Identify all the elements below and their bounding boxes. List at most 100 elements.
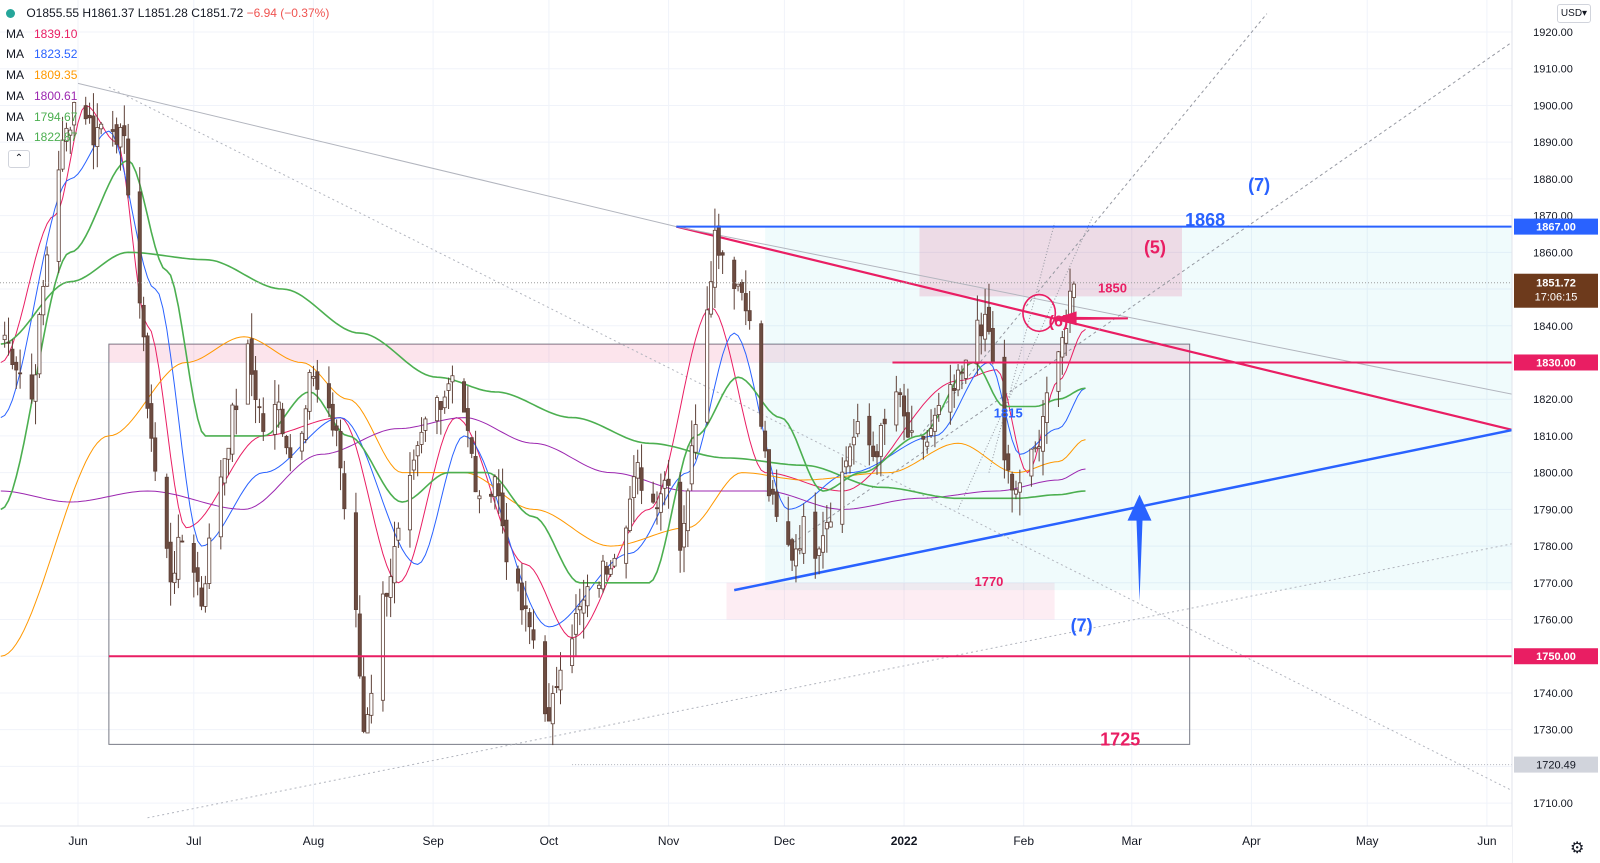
candle-body: [423, 418, 428, 431]
candle-body: [685, 490, 690, 532]
candle-body: [164, 476, 169, 549]
annotations: 1868 (7) (5) 1850 (6) 1815 1770 (7) 1725: [974, 175, 1270, 749]
ma-legend-row[interactable]: MA 1794.67: [6, 110, 78, 124]
candle-body: [921, 435, 926, 440]
low-marker-tag: [1514, 756, 1598, 773]
candle-body: [1033, 447, 1038, 450]
trendline[interactable]: [787, 24, 1538, 547]
month-tick-label: Apr: [1242, 834, 1261, 848]
ma-line: [0, 336, 1086, 657]
candle-body: [1029, 448, 1034, 477]
candle-body: [820, 535, 825, 553]
price-tick-label: 1880.00: [1533, 174, 1573, 186]
candle-body: [882, 418, 887, 425]
price-axis[interactable]: 1710.001720.001730.001740.001750.001760.…: [1511, 0, 1600, 863]
candle-body: [222, 458, 227, 484]
candle-body: [64, 127, 69, 142]
candle-body: [936, 405, 941, 416]
level-price-text: 1867.00: [1536, 222, 1576, 234]
month-tick-label: Nov: [658, 834, 679, 848]
candle-body: [1010, 473, 1015, 491]
zones: [108, 226, 1538, 745]
price-tick-label: 1770.00: [1533, 578, 1573, 590]
candle-body: [72, 102, 77, 126]
candle-body: [137, 191, 142, 304]
candle-body: [581, 599, 586, 614]
candle-body: [191, 543, 196, 573]
annotation-label: 1815: [994, 405, 1023, 420]
month-tick-label: May: [1356, 834, 1379, 848]
chevron-up-icon: ⌃: [14, 153, 24, 164]
price-tick-label: 1910.00: [1533, 64, 1573, 76]
candle-body: [558, 669, 563, 691]
candle-body: [801, 516, 806, 554]
candle-body: [369, 692, 374, 716]
ma-legend-row[interactable]: MA 1839.10: [6, 27, 78, 41]
candle-body: [91, 115, 96, 146]
candle-body: [245, 343, 250, 405]
candle-body: [639, 467, 644, 491]
candle-body: [716, 225, 721, 256]
price-tick-label: 1860.00: [1533, 247, 1573, 259]
candle-body: [693, 424, 698, 453]
collapse-legend-button[interactable]: ⌃: [8, 150, 30, 168]
candle-body: [199, 587, 204, 607]
price-tick-label: 1740.00: [1533, 688, 1573, 700]
candle-body: [226, 447, 231, 460]
ma-line: [0, 130, 1086, 628]
ma-legend-row[interactable]: MA 1800.61: [6, 89, 78, 103]
candle-body: [176, 536, 181, 580]
candle-body: [272, 404, 277, 435]
trendlines[interactable]: [77, 13, 1538, 819]
candle-body: [45, 254, 50, 287]
trendline[interactable]: [988, 222, 1056, 473]
candle-body: [531, 629, 536, 641]
candle-body: [14, 361, 19, 371]
candle-body: [678, 481, 683, 551]
price-tick-label: 1900.00: [1533, 100, 1573, 112]
level-price-tag: [1514, 354, 1598, 371]
candle-body: [797, 548, 802, 551]
candle-body: [380, 593, 385, 701]
price-tick-label: 1800.00: [1533, 468, 1573, 480]
trendline[interactable]: [147, 538, 1538, 819]
price-tick-label: 1840.00: [1533, 321, 1573, 333]
candle-body: [384, 592, 389, 597]
ma-legend-row[interactable]: MA 1822.87: [6, 130, 78, 144]
current-price-text: 1851.72: [1536, 278, 1576, 290]
ma-legend-row[interactable]: MA 1823.52: [6, 47, 78, 61]
low-marker-text: 1720.49: [1536, 760, 1576, 772]
candle-body: [110, 129, 115, 132]
horizontal-levels[interactable]: [0, 225, 1512, 766]
candle-body: [249, 338, 254, 375]
candle-body: [496, 483, 501, 497]
candle-body: [357, 613, 362, 677]
trendline[interactable]: [77, 82, 677, 228]
gear-icon[interactable]: ⚙: [1570, 840, 1585, 857]
candle-body: [168, 541, 173, 583]
candle-body: [828, 521, 833, 528]
ma-legend-row[interactable]: MA 1809.35: [6, 68, 78, 82]
candle-body: [442, 396, 447, 409]
level-price-text: 1830.00: [1536, 357, 1576, 369]
currency-selector[interactable]: USD▾: [1557, 4, 1591, 23]
candle-body: [461, 381, 466, 413]
candle-body: [635, 462, 640, 479]
trendline[interactable]: [108, 86, 1538, 804]
candles: [2, 93, 1076, 746]
candle-body: [153, 437, 158, 472]
trendline[interactable]: [676, 225, 1538, 437]
annotation-label: 1770: [974, 574, 1003, 589]
candle-body: [763, 430, 768, 452]
candle-body: [122, 125, 127, 137]
trendline[interactable]: [676, 226, 1538, 400]
candle-body: [2, 334, 7, 341]
candle-body: [909, 430, 914, 433]
low-value: L1851.28: [137, 6, 188, 20]
candle-body: [1071, 283, 1076, 298]
candle-body: [492, 476, 497, 498]
candle-body: [848, 446, 853, 467]
month-tick-label: Dec: [774, 834, 795, 848]
time-axis[interactable]: Jun Jul Aug Sep Oct Nov Dec 2022 Feb Mar Apr May Jun: [0, 825, 1512, 863]
